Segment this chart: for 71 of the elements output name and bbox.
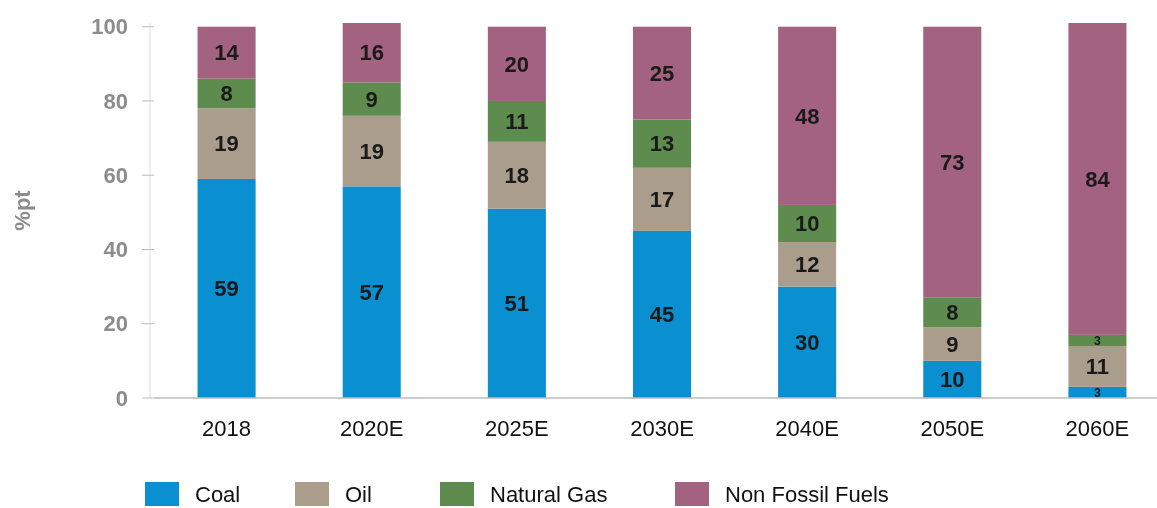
- bar: [197, 78, 256, 109]
- bar: [487, 208, 546, 398]
- bar: [487, 141, 546, 209]
- bar: [632, 119, 692, 168]
- bar: [632, 26, 692, 120]
- legend-label: Natural Gas: [490, 481, 608, 507]
- bar: [1068, 334, 1127, 347]
- y-tick-label: 60: [103, 162, 128, 188]
- legend-label: Non Fossil Fuels: [725, 481, 889, 507]
- x-tick-label: 2060E: [1065, 416, 1130, 441]
- bar: [342, 82, 401, 116]
- legend-label: Oil: [345, 481, 372, 507]
- bar: [1068, 23, 1127, 335]
- x-tick-label: 2040E: [775, 416, 839, 441]
- bar: [487, 26, 546, 101]
- data-label: 17: [649, 187, 675, 213]
- legend-label: Coal: [195, 481, 241, 507]
- bar: [1068, 346, 1127, 387]
- data-label: 11: [505, 109, 529, 135]
- y-tick-label: 0: [115, 385, 128, 411]
- data-label: 73: [940, 149, 965, 175]
- data-label: 19: [214, 131, 239, 157]
- bar: [923, 297, 982, 328]
- data-label: 10: [940, 367, 965, 393]
- bar: [632, 230, 692, 398]
- data-label: 14: [214, 40, 240, 66]
- x-tick-label: 2018: [202, 416, 252, 441]
- bar: [778, 26, 837, 205]
- data-label: 18: [504, 162, 530, 188]
- bar: [197, 26, 256, 79]
- bar: [197, 108, 256, 179]
- data-label: 45: [649, 302, 675, 328]
- bar: [342, 23, 401, 83]
- bar: [197, 178, 256, 398]
- data-label: 59: [214, 276, 239, 302]
- data-label: 13: [649, 131, 675, 157]
- y-tick-label: 40: [103, 237, 128, 263]
- data-label: 19: [359, 138, 384, 164]
- x-tick-label: 2020E: [339, 416, 404, 441]
- data-label: 3: [1094, 333, 1102, 348]
- data-label: 30: [794, 330, 820, 356]
- bar: [923, 327, 982, 361]
- bar: [778, 286, 837, 398]
- data-label: 3: [1094, 385, 1102, 400]
- x-tick-label: 2030E: [630, 416, 694, 441]
- y-tick-label: 80: [103, 88, 128, 114]
- x-tick-label: 2025E: [485, 416, 549, 441]
- data-label: 12: [794, 252, 820, 278]
- data-label: 8: [946, 300, 959, 326]
- data-label: 51: [504, 291, 530, 317]
- bar: [342, 186, 401, 398]
- bar: [632, 167, 692, 231]
- data-label: 57: [359, 279, 384, 305]
- y-tick-label: 100: [91, 14, 128, 40]
- data-label: 8: [220, 81, 233, 107]
- data-label: 48: [794, 103, 820, 129]
- bar: [487, 100, 546, 142]
- y-tick-label: 20: [103, 311, 128, 337]
- data-label: 9: [365, 86, 378, 112]
- data-label: 10: [794, 211, 820, 237]
- bar: [342, 115, 401, 187]
- y-axis-title: %pt: [10, 189, 35, 231]
- data-label: 9: [946, 331, 959, 357]
- x-tick-label: 2050E: [920, 416, 985, 441]
- data-label: 84: [1085, 166, 1111, 192]
- bar: [923, 26, 982, 298]
- data-label: 20: [504, 51, 530, 77]
- data-label: 25: [649, 60, 675, 86]
- bar: [778, 242, 837, 287]
- data-label: 16: [359, 40, 384, 66]
- data-label: 11: [1085, 354, 1110, 380]
